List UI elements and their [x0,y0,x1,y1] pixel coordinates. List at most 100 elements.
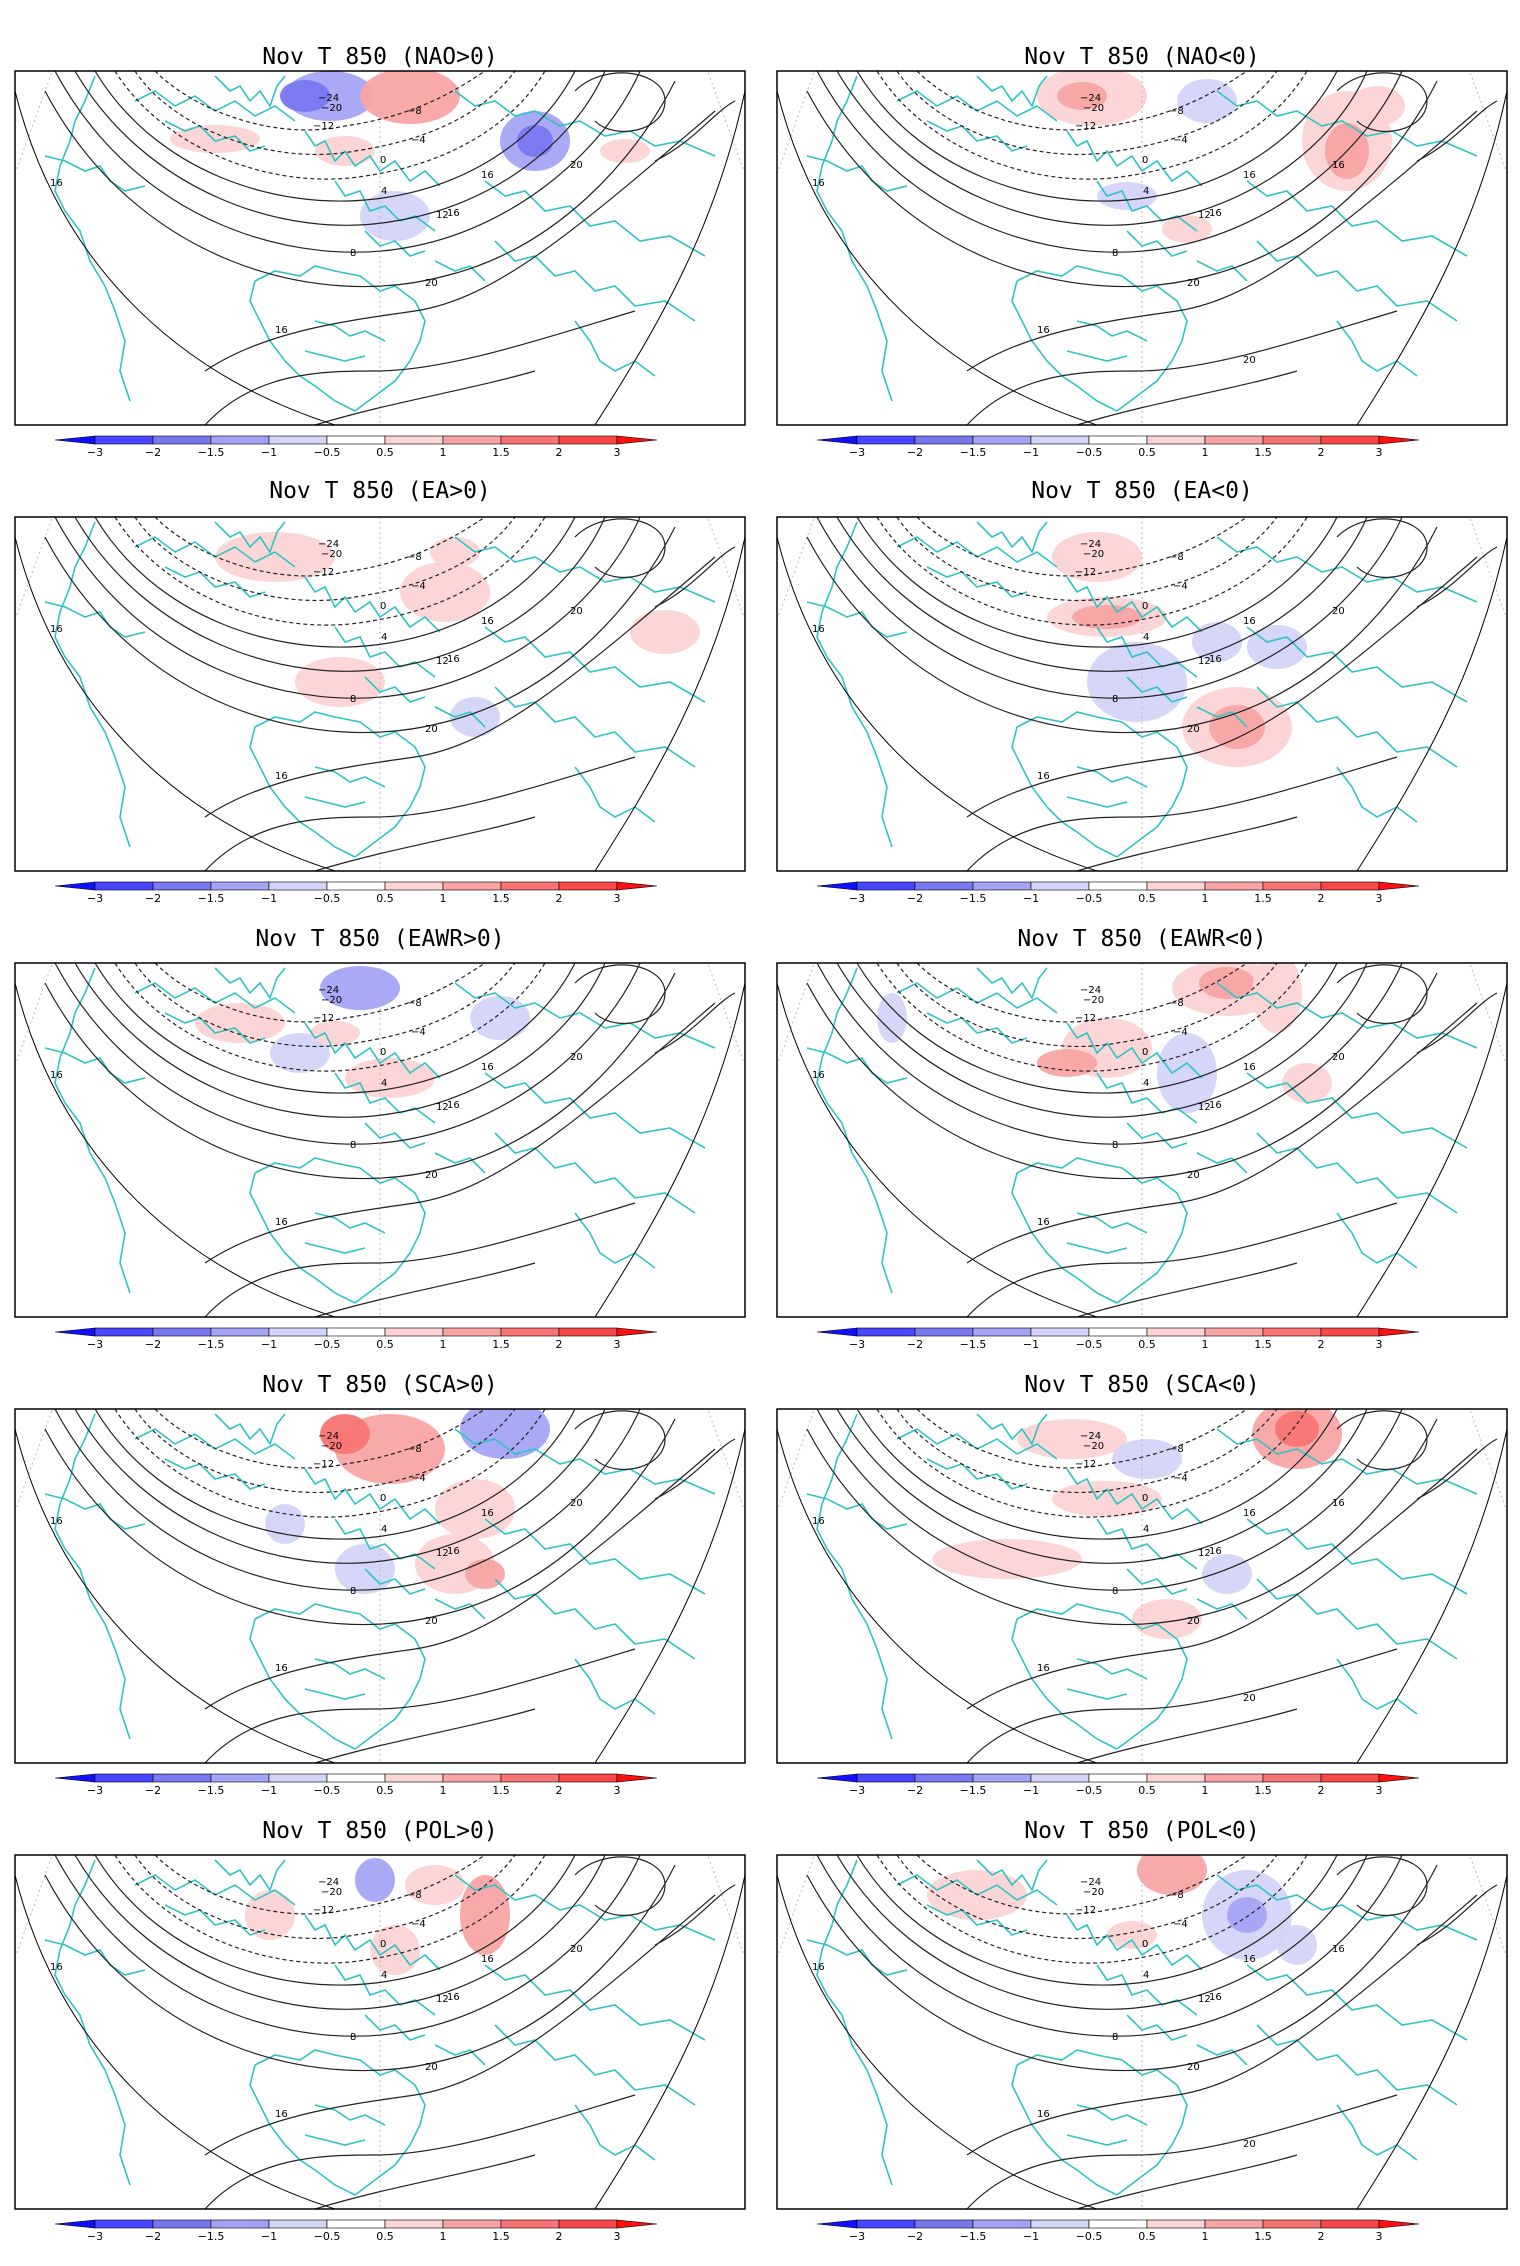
contour-label: −24 [318,93,339,104]
isotherm-contours [806,1855,1498,2209]
contour-label: 16 [447,654,460,665]
colorbar-segment [616,1773,658,1783]
contour-label: −12 [1075,1905,1096,1916]
colorbar-segment [856,881,916,891]
colorbar-segment [268,1773,328,1783]
colorbar-tick-label: −1 [261,446,277,459]
colorbar-segment [558,2219,618,2229]
map-panel: Nov T 850 (EA>0) −24 −20 −12 −8 −4 0 4 8 12 16 16 16… [0,478,760,928]
contour-label: 16 [1332,1498,1345,1509]
isotherm-contours [44,517,736,871]
colorbar-segment [856,435,916,445]
contour-label: 16 [1037,2109,1050,2120]
colorbar-segment [1030,2219,1090,2229]
anomaly-shading [170,71,650,241]
colorbar-tick-label: 1 [440,1338,447,1351]
contour-label: 8 [350,694,356,705]
contour-label: 20 [1332,606,1345,617]
colorbar-segment [914,1773,974,1783]
coastlines [44,75,716,412]
contour-label: 16 [1209,208,1222,219]
colorbar-tick-label: −0.5 [1076,892,1103,905]
colorbar: −3 −2 −1.5 −1 −0.5 0.5 1 1.5 2 3 [817,1773,1420,1797]
colorbar-tick-label: 1 [440,2230,447,2243]
contour-label: −12 [1075,567,1096,578]
colorbar-tick-label: 3 [614,446,621,459]
contour-label: −24 [1080,93,1101,104]
contour-label: −4 [1173,135,1188,146]
colorbar-segment [55,881,96,891]
colorbar-segment [1320,435,1380,445]
colorbar-tick-label: −3 [87,892,103,905]
colorbar-segment [1204,881,1264,891]
colorbar-tick-label: 0.5 [1138,1338,1156,1351]
map-panel: Nov T 850 (NAO<0) −24 −20 −12 −8 −4 0 4 8 12 16 16 1… [762,36,1520,482]
colorbar-segment [326,2219,386,2229]
colorbar-tick-label: −3 [849,892,865,905]
colorbar-segment [55,1327,96,1337]
colorbar-tick-label: 1.5 [1254,446,1272,459]
contour-label: −12 [313,1905,334,1916]
colorbar-segment [94,435,154,445]
colorbar-segment [1262,881,1322,891]
contour-label: 4 [381,186,387,197]
colorbar-segment [558,1773,618,1783]
contour-label: −20 [1083,1887,1104,1898]
contour-label: 8 [1112,248,1118,259]
colorbar-tick-label: 2 [1318,892,1325,905]
contour-label: −12 [1075,121,1096,132]
coastlines [44,521,716,858]
contour-label: 20 [1187,1616,1200,1627]
contour-label: −8 [1169,552,1184,563]
contour-label: 16 [275,1663,288,1674]
colorbar-segment [152,435,212,445]
contour-label: 20 [1243,1693,1256,1704]
colorbar-tick-label: 0.5 [1138,1784,1156,1797]
contour-label: 20 [1243,2139,1256,2150]
contour-label: −24 [1080,539,1101,550]
colorbar-tick-label: −1 [261,1338,277,1351]
colorbar-tick-label: −1 [1023,446,1039,459]
contour-label: −20 [1083,549,1104,560]
contour-label: −4 [411,581,426,592]
contour-label: −8 [1169,1444,1184,1455]
contour-label: 16 [50,1516,63,1527]
colorbar-segment [268,881,328,891]
contour-label: 20 [425,1170,438,1181]
colorbar-segment [1204,1773,1264,1783]
colorbar-segment [384,1327,444,1337]
contour-label: 8 [1112,2032,1118,2043]
map-panel: Nov T 850 (POL>0) −24 −20 −12 −8 −4 0 4 8 12 16 16 1… [0,1818,760,2266]
contour-label: −4 [411,1919,426,1930]
colorbar-segment [1088,2219,1148,2229]
colorbar-tick-label: 1.5 [1254,892,1272,905]
colorbar-segment [384,435,444,445]
contour-label: 20 [1187,1170,1200,1181]
graticule [777,71,1507,425]
colorbar-segment [817,1327,858,1337]
colorbar-tick-label: −2 [145,1338,161,1351]
panel-title: Nov T 850 (SCA>0) [262,1372,498,1398]
colorbar-segment [1088,881,1148,891]
contour-label: 8 [1112,694,1118,705]
contour-label: 12 [436,656,449,667]
contour-label: 12 [1198,1994,1211,2005]
contour-label: 20 [1187,278,1200,289]
contour-label: −8 [407,552,422,563]
contour-label: 12 [1198,1548,1211,1559]
colorbar: −3 −2 −1.5 −1 −0.5 0.5 1 1.5 2 3 [55,1773,658,1797]
contour-label: 4 [1143,1524,1149,1535]
colorbar-tick-label: 1 [1202,446,1209,459]
colorbar-segment [972,1327,1032,1337]
colorbar-segment [1088,435,1148,445]
contour-label: 4 [381,1524,387,1535]
colorbar-segment [1320,2219,1380,2229]
colorbar-segment [1030,435,1090,445]
colorbar-segment [500,1773,560,1783]
colorbar-tick-label: −2 [145,446,161,459]
colorbar-segment [972,881,1032,891]
